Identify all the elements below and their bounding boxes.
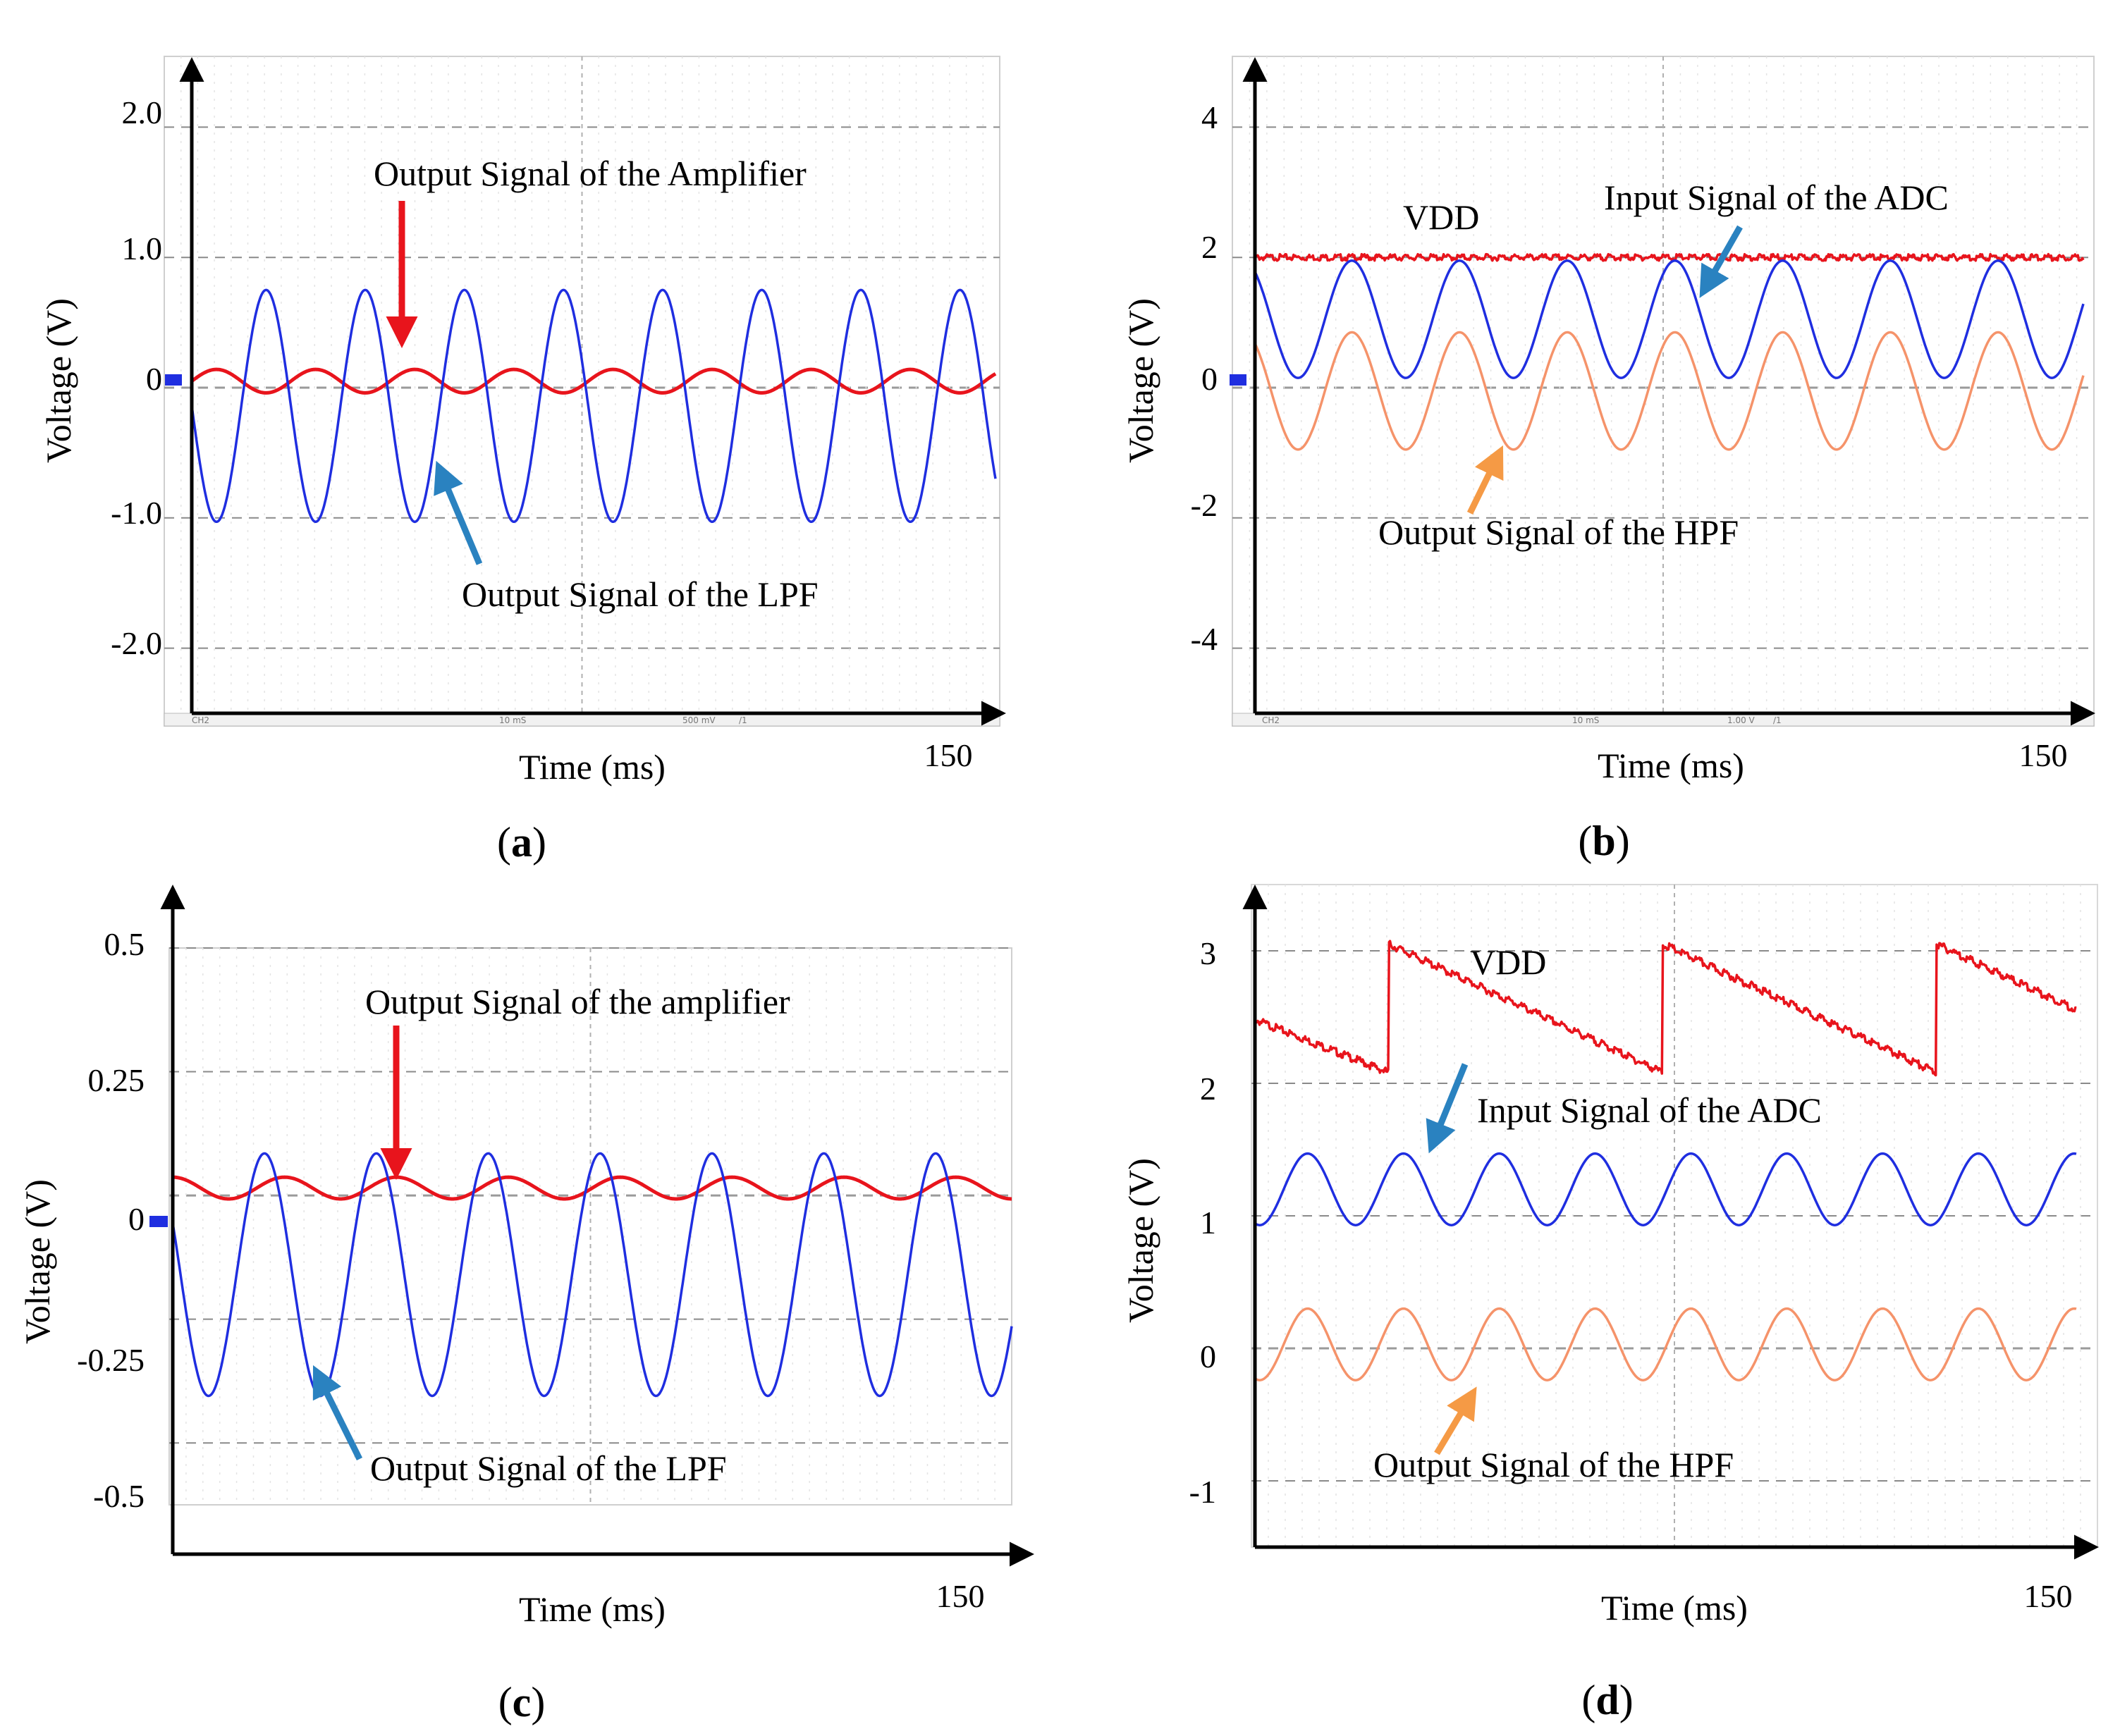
panel-c: 0.5 0.25 0 -0.25 -0.5 Voltage (V) Time (… [18, 885, 1034, 1725]
panel-d-series-vdd [1254, 940, 2077, 1077]
panel-b-ytick-label: 2 [1201, 229, 1218, 265]
panel-b-series-vdd [1254, 252, 2085, 262]
panel-d-ytick-label: 0 [1200, 1338, 1216, 1374]
panel-b-adc-arrow [1699, 225, 1743, 298]
panel-b-scope-voltsdiv: 1.00 V [1727, 715, 1756, 725]
panel-b-series [1254, 252, 2085, 451]
panel-a-series [190, 288, 997, 524]
panel-b-y-axis-label: Voltage (V) [1121, 298, 1160, 463]
panel-c-series [171, 1152, 1013, 1398]
panel-a-x-axis-label: Time (ms) [519, 747, 666, 787]
panel-d-ytick-label: -1 [1189, 1474, 1216, 1510]
panel-b-scope-bar [1232, 713, 2095, 727]
panel-b-gridlines [1232, 56, 2094, 712]
panel-c-lpf-arrow [312, 1365, 363, 1460]
panel-b-scope-probe: /1 [1773, 715, 1782, 725]
panel-a-ytick-label: -1.0 [111, 495, 162, 531]
panel-d-adc-arrow [1426, 1063, 1469, 1154]
panel-d-series [1254, 940, 2077, 1381]
panel-c-x-axis-label: Time (ms) [519, 1589, 666, 1629]
panel-d-hpf-arrow [1434, 1386, 1477, 1455]
panel-b-series-input-signal-of-the-adc [1254, 259, 2085, 379]
panel-b-adc-annotation: Input Signal of the ADC [1604, 178, 1949, 217]
panel-d-ytick-label: 2 [1200, 1071, 1216, 1107]
panel-a-x-max-label: 150 [924, 737, 973, 773]
panel-a-ytick-label: 1.0 [122, 230, 163, 266]
panel-b-ytick-label: 4 [1201, 99, 1218, 135]
panel-b: CH2 10 mS 1.00 V /1 4 2 0 -2 -4 Voltage … [1121, 56, 2095, 864]
panel-a-ytick-label: 2.0 [122, 94, 163, 130]
panel-b-ytick-label: 0 [1201, 361, 1218, 397]
panel-b-ytick-label: -4 [1191, 621, 1218, 657]
panel-a-series-output-signal-of-the-amplifier [190, 367, 997, 395]
panel-d-gridlines [1251, 885, 2097, 1547]
panel-c-y-axis-label: Voltage (V) [18, 1179, 57, 1344]
panel-c-plot-area [169, 947, 1012, 1506]
panel-a-scope-probe: /1 [739, 715, 747, 725]
panel-c-ytick-label: 0.5 [104, 926, 145, 962]
panel-d-series-output-signal-of-the-hpf [1254, 1307, 2077, 1381]
panel-d-adc-annotation: Input Signal of the ADC [1477, 1090, 1822, 1130]
panel-b-series-output-signal-of-the-hpf [1254, 331, 2085, 451]
panel-a-caption: (a) [497, 819, 546, 866]
panel-c-ytick-label: -0.5 [93, 1478, 145, 1514]
panel-a-lpf-annotation: Output Signal of the LPF [462, 574, 819, 614]
panel-d-series-input-signal-of-the-adc [1254, 1152, 2077, 1226]
panel-d-y-axis-label: Voltage (V) [1121, 1158, 1160, 1323]
panel-a-scope-bar [164, 713, 1000, 727]
panel-b-x-axis-label: Time (ms) [1598, 746, 1744, 785]
panel-a-scope-voltsdiv: 500 mV [682, 715, 716, 725]
panel-c-x-max-label: 150 [936, 1578, 985, 1614]
panel-b-scope-channel: CH2 [1262, 715, 1280, 725]
panel-a-series-output-signal-of-the-lpf [190, 288, 997, 524]
panel-d-x-max-label: 150 [2024, 1578, 2073, 1614]
panel-a-ytick-label: -2.0 [111, 625, 162, 661]
panel-d-vdd-annotation: VDD [1470, 942, 1546, 982]
panel-c-amplifier-annotation: Output Signal of the amplifier [365, 982, 790, 1021]
panel-c-gridlines [169, 947, 1012, 1505]
panel-b-hpf-arrow [1466, 445, 1504, 515]
panel-d-ytick-label: 3 [1200, 935, 1216, 971]
panel-b-ytick-label: -2 [1191, 487, 1218, 523]
panel-a-scope-channel: CH2 [192, 715, 209, 725]
panel-a-y-axis-label: Voltage (V) [39, 298, 78, 463]
panel-c-ytick-label: -0.25 [77, 1342, 145, 1378]
panel-d: 3 2 1 0 -1 Voltage (V) Time (ms) 150 VDD… [1121, 884, 2099, 1723]
panel-a-zero-marker [165, 374, 182, 386]
panel-b-hpf-annotation: Output Signal of the HPF [1378, 512, 1739, 552]
panel-c-series-output-signal-of-the-amplifier [171, 1175, 1013, 1201]
panel-d-x-axis-label: Time (ms) [1601, 1588, 1748, 1627]
panel-b-scope-timebase: 10 mS [1572, 715, 1599, 725]
panel-b-zero-marker [1230, 374, 1246, 386]
panel-a-gridlines [164, 56, 1000, 712]
panel-a-scope-timebase: 10 mS [499, 715, 526, 725]
panel-a-amplifier-annotation: Output Signal of the Amplifier [374, 154, 807, 193]
panel-c-ytick-label: 0 [128, 1201, 145, 1237]
panel-c-ytick-label: 0.25 [88, 1062, 145, 1098]
panel-d-caption: (d) [1581, 1677, 1633, 1723]
panel-b-caption: (b) [1578, 818, 1629, 864]
panel-c-zero-marker [149, 1216, 168, 1227]
panel-a-lpf-arrow [434, 460, 483, 565]
panel-a: CH2 10 mS 500 mV /1 2.0 1.0 0 -1.0 -2.0 … [39, 56, 1006, 866]
panel-c-lpf-annotation: Output Signal of the LPF [370, 1448, 727, 1488]
panel-a-ytick-label: 0 [146, 361, 162, 397]
panel-d-hpf-annotation: Output Signal of the HPF [1373, 1445, 1734, 1484]
panel-b-vdd-annotation: VDD [1403, 197, 1479, 237]
panel-b-x-max-label: 150 [2019, 737, 2068, 773]
panel-c-caption: (c) [498, 1679, 546, 1725]
panel-c-series-output-signal-of-the-lpf [171, 1152, 1013, 1398]
panel-d-ytick-label: 1 [1200, 1205, 1216, 1241]
